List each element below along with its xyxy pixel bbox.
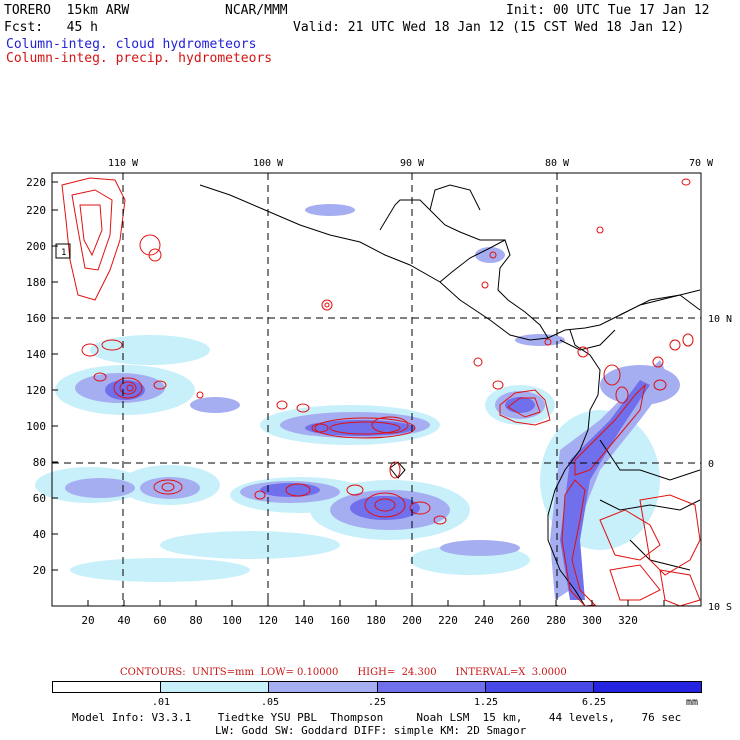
x-tick-label: 60 — [153, 614, 166, 627]
x-tick-label: 280 — [546, 614, 566, 627]
x-tick-label: 20 — [81, 614, 94, 627]
x-tick-label: 120 — [258, 614, 278, 627]
lat-label: 0 — [708, 459, 714, 470]
colorbar-label: 6.25 — [582, 697, 607, 708]
x-tick-label: 80 — [189, 614, 202, 627]
x-tick-label: 40 — [117, 614, 130, 627]
lon-label: 90 W — [400, 158, 425, 169]
forecast-hour: Fcst: 45 h — [4, 20, 98, 35]
center-label: NCAR/MMM — [225, 3, 288, 18]
y-tick-label: 100 — [26, 420, 46, 433]
region-box — [55, 243, 71, 259]
colorbar-label: .01 — [152, 697, 171, 708]
x-ticks — [87, 600, 665, 606]
x-tick-label: 300 — [582, 614, 602, 627]
precip-contours — [61, 177, 701, 607]
region-box-label: 1 — [61, 248, 66, 258]
y-tick-label: 180 — [26, 276, 46, 289]
x-tick-label: 180 — [366, 614, 386, 627]
colorbar-bin — [593, 682, 702, 692]
x-tick-label: 100 — [222, 614, 242, 627]
x-tick-label: 220 — [438, 614, 458, 627]
model-info-physics: LW: Godd SW: Goddard DIFF: simple KM: 2D… — [215, 724, 527, 737]
x-tick-label: 260 — [510, 614, 530, 627]
legend-precip: Column-integ. precip. hydrometeors — [6, 51, 273, 66]
lon-labels: 110 W 100 W 90 W 80 W 70 W — [108, 158, 714, 169]
lon-label: 70 W — [689, 158, 714, 169]
colorbar — [52, 681, 702, 693]
x-tick-label: 160 — [330, 614, 350, 627]
x-tick-label: 140 — [294, 614, 314, 627]
contour-info: CONTOURS: UNITS=mm LOW= 0.10000 HIGH= 24… — [120, 667, 567, 678]
y-tick-label: 220 — [26, 176, 46, 189]
colorbar-label: .25 — [368, 697, 387, 708]
model-info: Model Info: V3.3.1 Tiedtke YSU PBL Thomp… — [72, 711, 682, 724]
y-tick-labels: 20 40 60 80 100 120 140 160 180 200 220 — [26, 204, 46, 577]
colorbar-bin — [377, 682, 486, 692]
y-tick-label: 60 — [33, 492, 46, 505]
lon-label: 80 W — [545, 158, 570, 169]
x-tick-label: 320 — [618, 614, 638, 627]
cloud-shading — [35, 204, 680, 600]
y-tick-label: 40 — [33, 528, 46, 541]
x-tick-label: 200 — [402, 614, 422, 627]
model-title: TORERO 15km ARW — [4, 3, 130, 18]
y-tick-label: 160 — [26, 312, 46, 325]
y-tick-label: 200 — [26, 240, 46, 253]
y-tick-label: 80 — [33, 456, 46, 469]
y-ticks — [52, 181, 58, 571]
colorbar-unit: mm — [686, 697, 699, 708]
lat-labels: 10 N 0 10 S — [708, 314, 732, 613]
colorbar-bin — [161, 682, 270, 692]
lon-label: 100 W — [253, 158, 284, 169]
legend-cloud: Column-integ. cloud hydrometeors — [6, 37, 257, 52]
coastline — [199, 184, 701, 607]
lat-label: 10 S — [708, 602, 732, 613]
colorbar-bin — [269, 682, 378, 692]
colorbar-label: 1.25 — [474, 697, 499, 708]
colorbar-label: .05 — [261, 697, 280, 708]
lat-label: 10 N — [708, 314, 732, 325]
x-tick-labels: 20 40 60 80 100 120 140 160 180 200 220 … — [81, 614, 638, 627]
valid-time: Valid: 21 UTC Wed 18 Jan 12 (15 CST Wed … — [293, 20, 685, 35]
lon-label: 110 W — [108, 158, 139, 169]
y-tick-label: 120 — [26, 384, 46, 397]
colorbar-bin — [53, 682, 162, 692]
colorbar-bin — [485, 682, 594, 692]
lat-lon-grid — [52, 173, 701, 606]
y-tick-label: 20 — [33, 564, 46, 577]
init-time: Init: 00 UTC Tue 17 Jan 12 — [506, 3, 710, 18]
y-tick-label: 220 — [26, 204, 46, 217]
y-tick-label: 140 — [26, 348, 46, 361]
x-tick-label: 240 — [474, 614, 494, 627]
